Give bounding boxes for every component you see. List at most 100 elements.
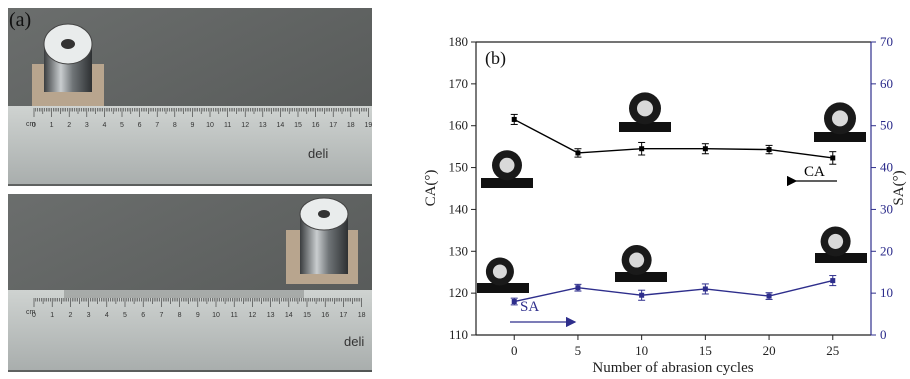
ruler-number: 8 (173, 122, 177, 129)
sa-point (511, 299, 517, 305)
ruler-number: 0 (32, 122, 36, 129)
sa-25-droplet-image (815, 226, 867, 263)
y-axis-right-title: SA(°) (891, 170, 907, 205)
ca-point (702, 146, 708, 152)
ruler-number: 13 (259, 122, 267, 129)
ca-10-droplet-image (619, 92, 671, 132)
x-tick-label: 20 (763, 343, 776, 358)
x-tick-label: 25 (826, 343, 839, 358)
ruler-number: 4 (102, 122, 106, 129)
legend-sa: SA (520, 299, 539, 315)
abrasion-chart: 0 5 10 15 20 25 110 120 130 140 150 160 170 180 0 10 20 3… (423, 34, 907, 376)
ruler-unit-top: cm (26, 121, 36, 128)
y-right-tick-label: 10 (880, 285, 893, 300)
ruler-unit-bottom: cm (26, 309, 36, 316)
photo-abrasion-end-drawing: 0 1 2 3 4 5 6 7 8 9 10 11 12 13 14 15 16 17 18 deli cm (8, 194, 372, 372)
ruler-number: 15 (294, 122, 302, 129)
y-right-tick-label: 0 (880, 327, 887, 342)
ruler-number: 12 (241, 122, 249, 129)
legend-ca: CA (804, 164, 825, 180)
ca-point (830, 155, 836, 161)
ruler-number: 14 (277, 122, 285, 129)
ruler-number: 1 (50, 122, 54, 129)
y-right-tick-label: 40 (880, 160, 893, 175)
y-left-tick-label: 180 (449, 34, 469, 49)
sa-point (639, 292, 645, 298)
y-axis-left-title: CA(°) (423, 170, 439, 207)
sa-point (702, 286, 708, 292)
sa-0-droplet-image (477, 257, 529, 293)
ruler-number: 15 (303, 312, 311, 319)
ruler-number: 13 (267, 312, 275, 319)
ca-line (513, 118, 833, 159)
sa-line (514, 279, 833, 303)
ruler-number: 17 (340, 312, 348, 319)
y-left-tick-label: 140 (449, 201, 469, 216)
sa-point (575, 285, 581, 291)
ca-25-droplet-image (814, 102, 866, 142)
ruler-number: 6 (141, 312, 145, 319)
ruler-number: 18 (347, 122, 355, 129)
ca-point (575, 150, 581, 156)
ruler-number: 10 (212, 312, 220, 319)
ruler-number: 7 (155, 122, 159, 129)
sa-point (830, 278, 836, 284)
y-left-tick-label: 130 (449, 243, 469, 258)
y-left-tick-label: 170 (449, 76, 469, 91)
x-tick-label: 5 (575, 343, 582, 358)
abrasion-track (64, 290, 304, 298)
ruler-ticks: 0 1 2 3 4 5 6 7 8 9 10 11 12 13 14 15 16 17 18 19 (32, 108, 372, 129)
ruler-number: 12 (249, 312, 257, 319)
photo-abrasion-start: 0 1 2 3 4 5 6 7 8 9 10 11 12 13 14 15 16 17 18 19 deli cm (8, 8, 372, 186)
ruler-number: 6 (138, 122, 142, 129)
y-left-tick-label: 110 (449, 327, 468, 342)
panel-a-label: (a) (9, 9, 32, 31)
ruler-number: 2 (68, 312, 72, 319)
ruler (8, 290, 372, 370)
ruler-number: 3 (87, 312, 91, 319)
ruler-number: 5 (120, 122, 124, 129)
sa-point (766, 293, 772, 299)
screw-icon (61, 39, 75, 49)
ruler-number: 16 (321, 312, 329, 319)
x-axis-title: Number of abrasion cycles (592, 360, 753, 376)
ruler-number: 0 (32, 312, 36, 319)
x-tick-label: 0 (511, 343, 518, 358)
ruler (8, 106, 372, 184)
y-right-tick-label: 70 (880, 34, 893, 49)
y-right-tick-label: 50 (880, 118, 893, 133)
y-right-tick-label: 20 (880, 243, 893, 258)
sa-10-droplet-image (615, 245, 667, 282)
series-sa (510, 275, 837, 306)
x-tick-label: 10 (635, 343, 648, 358)
y-left-tick-label: 120 (449, 285, 469, 300)
ruler-number: 9 (190, 122, 194, 129)
ruler-number: 5 (123, 312, 127, 319)
panel-b-label: (b) (485, 48, 506, 69)
ruler-ticks: 0 1 2 3 4 5 6 7 8 9 10 11 12 13 14 15 16 17 18 (32, 298, 366, 319)
ruler-number: 10 (206, 122, 214, 129)
ruler-number: 11 (231, 312, 238, 319)
ruler-number: 8 (178, 312, 182, 319)
ruler-number: 16 (312, 122, 320, 129)
ruler-number: 9 (196, 312, 200, 319)
ruler-brand-top: deli (308, 146, 328, 161)
ca-point (639, 146, 645, 152)
ruler-brand-bottom: deli (344, 334, 364, 349)
photo-abrasion-start-drawing: 0 1 2 3 4 5 6 7 8 9 10 11 12 13 14 15 16 17 18 19 deli cm (8, 8, 372, 186)
y-right-tick-label: 60 (880, 76, 893, 91)
axis-ticks: 0 5 10 15 20 25 110 120 130 140 150 160 170 180 0 10 20 3… (449, 34, 894, 358)
y-right-tick-label: 30 (880, 201, 893, 216)
screw-icon (318, 210, 330, 218)
ruler-number: 1 (50, 312, 54, 319)
ruler-number: 7 (159, 312, 163, 319)
x-tick-label: 15 (699, 343, 712, 358)
ca-0-droplet-image (481, 150, 533, 188)
y-left-tick-label: 160 (449, 118, 469, 133)
y-left-tick-label: 150 (449, 160, 469, 175)
droplet-images (477, 92, 867, 293)
ruler-number: 14 (285, 312, 293, 319)
ruler-number: 17 (329, 122, 337, 129)
series-ca (510, 113, 837, 165)
ca-point (766, 147, 772, 153)
